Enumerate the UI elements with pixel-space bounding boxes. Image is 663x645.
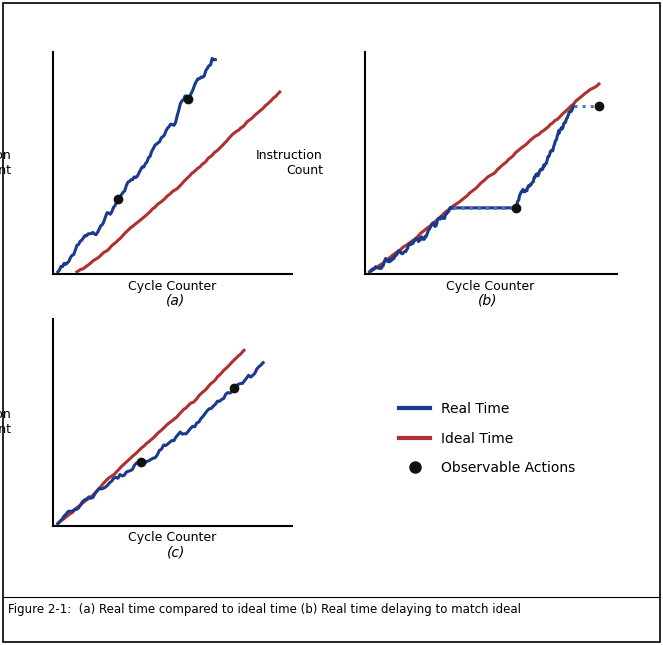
Text: Figure 2-1:  (a) Real time compared to ideal time (b) Real time delaying to matc: Figure 2-1: (a) Real time compared to id… xyxy=(8,603,521,616)
Y-axis label: Instruction
Count: Instruction Count xyxy=(0,149,11,177)
Y-axis label: Instruction
Count: Instruction Count xyxy=(0,408,11,437)
Text: (b): (b) xyxy=(477,293,497,308)
X-axis label: Cycle Counter: Cycle Counter xyxy=(128,280,217,293)
X-axis label: Cycle Counter: Cycle Counter xyxy=(128,531,217,544)
Text: (a): (a) xyxy=(166,293,186,308)
Legend: Real Time, Ideal Time, Observable Actions: Real Time, Ideal Time, Observable Action… xyxy=(394,397,581,481)
Text: (c): (c) xyxy=(166,545,185,559)
Y-axis label: Instruction
Count: Instruction Count xyxy=(256,149,323,177)
X-axis label: Cycle Counter: Cycle Counter xyxy=(446,280,535,293)
